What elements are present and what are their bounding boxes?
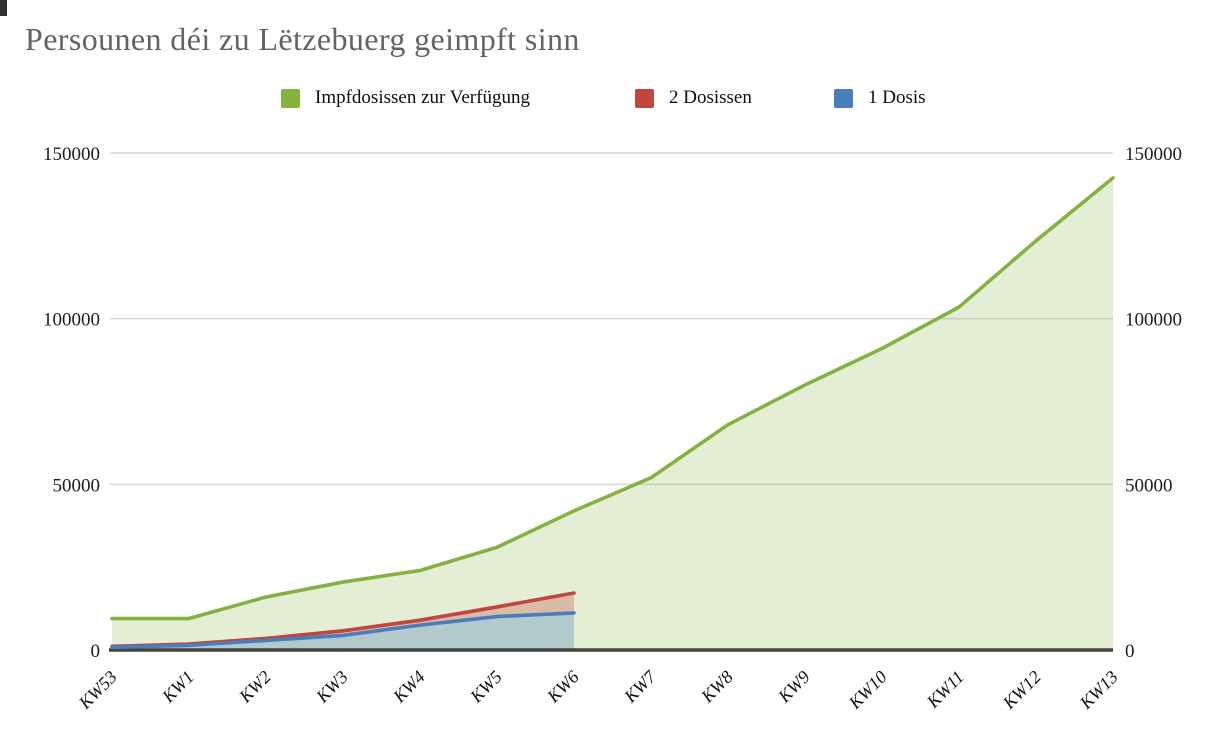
series-line-impfdosissen <box>110 176 1115 621</box>
x-axis-tick-label: KW13 <box>1075 667 1122 714</box>
legend-swatch-1-dosis-icon <box>834 88 853 108</box>
x-axis-tick-label: KW10 <box>844 667 891 714</box>
y-axis-tick-label-right: 50000 <box>1125 475 1173 496</box>
chart-title: Persounen déi zu Lëtzebuerg geimpft sinn <box>25 21 580 57</box>
series-area-impfdosissen <box>112 177 1113 650</box>
legend-item-impfdosissen: Impfdosissen zur Verfügung <box>281 87 530 109</box>
x-axis-tick-label: KW1 <box>158 667 198 707</box>
x-axis-tick-label: KW11 <box>922 667 968 713</box>
legend-label-1-dosis: 1 Dosis <box>868 87 926 108</box>
legend-item-2-dosissen: 2 Dosissen <box>635 87 752 109</box>
x-axis-tick-label: KW12 <box>998 667 1045 714</box>
y-axis-tick-label-left: 150000 <box>43 144 100 165</box>
legend-label-impfdosissen: Impfdosissen zur Verfügung <box>315 87 530 108</box>
legend-label-2-dosissen: 2 Dosissen <box>669 87 752 108</box>
x-axis-tick-label: KW53 <box>74 667 121 714</box>
legend-swatch-2-dosissen-icon <box>635 88 654 108</box>
y-axis-tick-label-left: 100000 <box>43 310 100 331</box>
x-axis-tick-label: KW6 <box>543 667 583 707</box>
y-axis-tick-label-right: 100000 <box>1125 310 1182 331</box>
y-axis-tick-label-right: 150000 <box>1125 144 1182 165</box>
x-axis-tick-label: KW9 <box>774 667 814 707</box>
x-axis-tick-label: KW7 <box>620 666 661 707</box>
y-axis-tick-label-left: 50000 <box>53 475 101 496</box>
x-axis-tick-label: KW2 <box>235 667 275 707</box>
x-axis-tick-label: KW5 <box>466 667 506 707</box>
x-axis-tick-label: KW8 <box>697 667 737 707</box>
legend-swatch-impfdosissen-icon <box>281 88 300 108</box>
edge-artifact <box>0 0 7 16</box>
y-axis-tick-label-left: 0 <box>91 641 101 662</box>
series-line-1-dosis <box>110 611 576 650</box>
x-axis-tick-label: KW4 <box>389 667 429 707</box>
y-axis-tick-label-right: 0 <box>1125 641 1135 662</box>
legend-item-1-dosis: 1 Dosis <box>834 87 926 109</box>
x-axis-tick-label: KW3 <box>312 667 352 707</box>
